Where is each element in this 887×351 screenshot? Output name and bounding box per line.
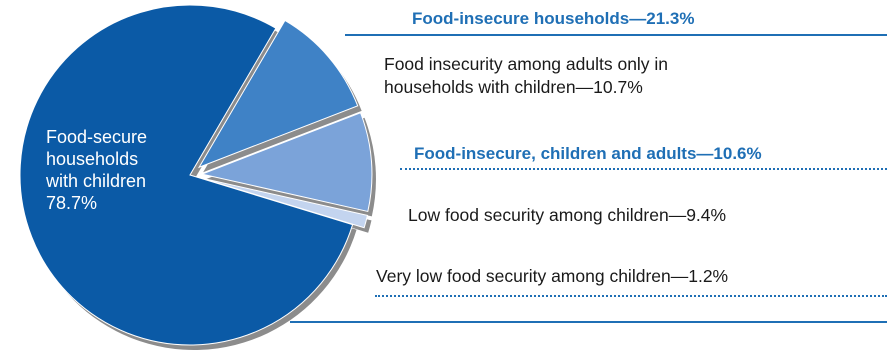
slice-label-food-secure-line1: Food-secure	[46, 127, 148, 147]
slice-value-food-secure: 78.7%	[46, 193, 98, 213]
slice-label-adults-only-line2: households with children—10.7%	[384, 77, 643, 97]
pie-slice-very_low_children	[201, 177, 369, 229]
slice-label-adults-only: Food insecurity among adults only in hou…	[384, 53, 668, 99]
slice-label-low-children: Low food security among children—9.4%	[408, 205, 727, 225]
slice-label-food-secure-line2: households	[46, 149, 139, 169]
slice-label-very-low-children: Very low food security among children—1.…	[376, 266, 729, 286]
pie-slice-layer	[19, 4, 373, 346]
slice-label-adults-only-line1: Food insecurity among adults only in	[384, 54, 669, 74]
group-label-children-and-adults: Food-insecure, children and adults—10.6%	[414, 144, 762, 163]
pie-slice-adults_only	[197, 19, 359, 169]
slice-label-food-secure: Food-secure households with children 78.…	[46, 126, 206, 214]
slice-label-food-secure-line3: with children	[46, 171, 147, 191]
group-label-food-insecure-total: Food-insecure households—21.3%	[412, 9, 695, 28]
group-rule-bottom	[290, 321, 887, 323]
group-rule-children-top	[400, 168, 887, 170]
group-rule-children-bottom	[375, 295, 887, 297]
pie-slice-secure	[19, 4, 354, 346]
group-rule-top	[345, 34, 887, 36]
pie-slice-low_children	[200, 112, 373, 213]
